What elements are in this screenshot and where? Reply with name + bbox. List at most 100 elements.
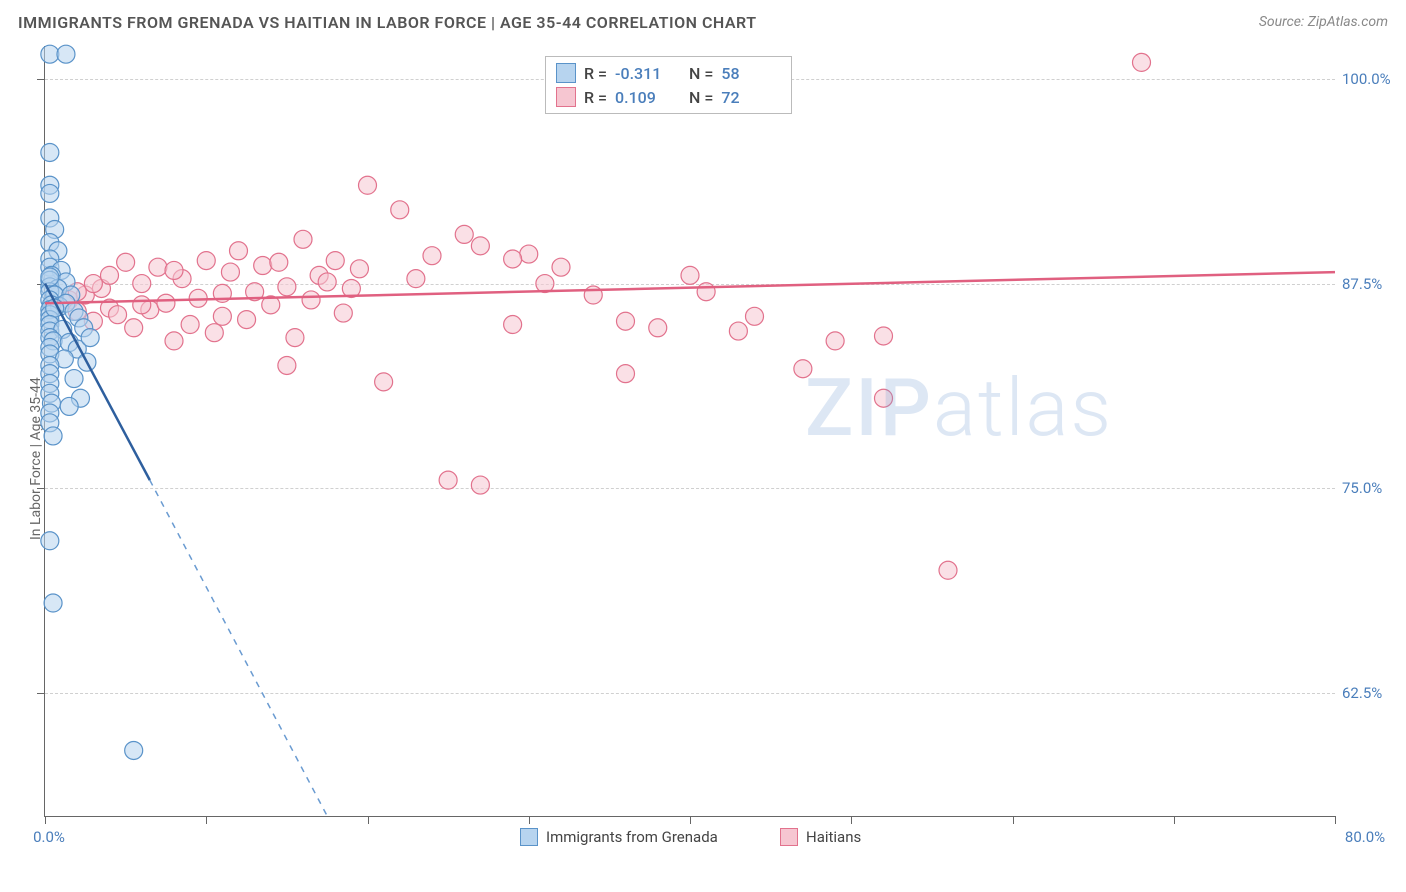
data-point [794, 360, 812, 378]
data-point [213, 307, 231, 325]
x-tick [368, 816, 369, 824]
data-point [57, 45, 75, 63]
data-point [254, 257, 272, 275]
correlation-legend: R = -0.311 N = 58 R = 0.109 N = 72 [545, 56, 792, 114]
data-point [133, 296, 151, 314]
y-tick [37, 79, 45, 80]
chart-title: IMMIGRANTS FROM GRENADA VS HAITIAN IN LA… [18, 13, 757, 32]
y-axis-label: In Labor Force | Age 35-44 [28, 377, 44, 540]
data-point [278, 356, 296, 374]
series-legend-grenada: Immigrants from Grenada [520, 828, 718, 846]
x-tick [529, 816, 530, 824]
data-point [149, 258, 167, 276]
data-point [157, 294, 175, 312]
y-tick-label: 62.5% [1342, 684, 1382, 702]
n-label: N = [689, 64, 713, 83]
data-point [41, 143, 59, 161]
data-point [101, 266, 119, 284]
n-value-haitians: 72 [721, 88, 781, 107]
x-tick [851, 816, 852, 824]
data-point [471, 237, 489, 255]
data-point [302, 291, 320, 309]
data-point [350, 260, 368, 278]
data-point [165, 261, 183, 279]
data-point [65, 370, 83, 388]
data-point [270, 253, 288, 271]
series-label-haitians: Haitians [806, 828, 861, 846]
data-point [875, 327, 893, 345]
y-tick [37, 693, 45, 694]
data-point [44, 594, 62, 612]
data-point [439, 471, 457, 489]
data-point [165, 332, 183, 350]
data-point [939, 561, 957, 579]
data-point [41, 268, 59, 286]
data-point [318, 273, 336, 291]
data-point [117, 253, 135, 271]
data-point [375, 373, 393, 391]
data-point [205, 324, 223, 342]
r-label: R = [584, 88, 607, 107]
data-point [875, 389, 893, 407]
data-point [455, 225, 473, 243]
data-point [238, 311, 256, 329]
x-axis-min-label: 0.0% [33, 828, 65, 846]
y-tick-label: 75.0% [1342, 479, 1382, 497]
chart-source: Source: ZipAtlas.com [1259, 14, 1388, 30]
trend-line [150, 480, 327, 816]
n-label: N = [689, 88, 713, 107]
data-point [125, 741, 143, 759]
data-point [44, 427, 62, 445]
data-point [294, 230, 312, 248]
data-point [729, 322, 747, 340]
data-point [41, 184, 59, 202]
x-tick [690, 816, 691, 824]
data-point [1133, 53, 1151, 71]
n-value-grenada: 58 [721, 64, 781, 83]
swatch-grenada-icon [520, 828, 538, 846]
data-point [697, 283, 715, 301]
data-point [181, 316, 199, 334]
data-point [197, 252, 215, 270]
chart-plot-area: ZIPatlas R = -0.311 N = 58 R = 0.109 N =… [44, 46, 1335, 817]
scatter-plot-svg [45, 46, 1335, 816]
data-point [552, 258, 570, 276]
chart-header: IMMIGRANTS FROM GRENADA VS HAITIAN IN LA… [0, 0, 1406, 44]
swatch-haitians [556, 87, 576, 107]
x-tick [1174, 816, 1175, 824]
data-point [81, 329, 99, 347]
series-label-grenada: Immigrants from Grenada [546, 828, 718, 846]
data-point [649, 319, 667, 337]
data-point [826, 332, 844, 350]
data-point [334, 304, 352, 322]
data-point [60, 397, 78, 415]
data-point [286, 329, 304, 347]
data-point [471, 476, 489, 494]
swatch-grenada [556, 63, 576, 83]
data-point [407, 270, 425, 288]
data-point [278, 278, 296, 296]
data-point [41, 532, 59, 550]
data-point [359, 176, 377, 194]
data-point [423, 247, 441, 265]
y-tick-label: 87.5% [1342, 275, 1382, 293]
data-point [84, 275, 102, 293]
data-point [41, 45, 59, 63]
data-point [746, 307, 764, 325]
data-point [617, 365, 635, 383]
swatch-haitians-icon [780, 828, 798, 846]
data-point [504, 316, 522, 334]
y-tick-label: 100.0% [1342, 70, 1391, 88]
data-point [520, 245, 538, 263]
data-point [125, 319, 143, 337]
legend-row-haitians: R = 0.109 N = 72 [556, 85, 781, 109]
data-point [504, 250, 522, 268]
data-point [617, 312, 635, 330]
data-point [221, 263, 239, 281]
r-value-haitians: 0.109 [615, 88, 675, 107]
data-point [391, 201, 409, 219]
r-label: R = [584, 64, 607, 83]
x-tick [1013, 816, 1014, 824]
x-tick [45, 816, 46, 824]
r-value-grenada: -0.311 [615, 64, 675, 83]
